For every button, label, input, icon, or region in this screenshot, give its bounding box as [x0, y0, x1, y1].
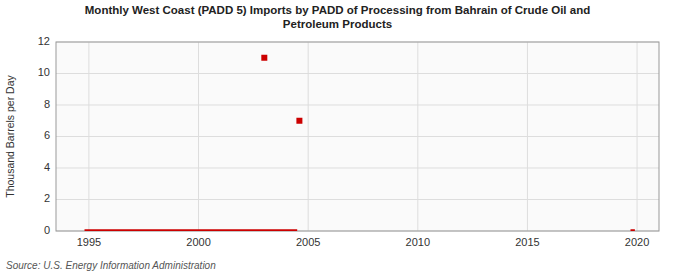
tick-label: 12	[38, 35, 50, 47]
grid-line	[417, 42, 418, 231]
source: Source: U.S. Energy Information Administ…	[6, 260, 216, 271]
data-layer	[85, 55, 635, 231]
tick-label: 2010	[406, 236, 430, 248]
tick-label: 2005	[296, 236, 320, 248]
tick-label: 0	[44, 224, 50, 236]
point	[296, 118, 302, 124]
tick-label: 10	[38, 66, 50, 78]
tick-label: 6	[44, 129, 50, 141]
title: Monthly West Coast (PADD 5) Imports by P…	[85, 4, 590, 30]
plot-frame	[56, 42, 659, 231]
grid-line	[527, 42, 528, 231]
grid-line	[88, 42, 89, 231]
tick-label: 1995	[77, 236, 101, 248]
grid-line	[56, 199, 659, 200]
point	[261, 55, 267, 61]
grid-line	[56, 168, 659, 169]
grid-line	[308, 42, 309, 231]
grid-line	[56, 136, 659, 137]
line	[85, 229, 298, 231]
grid	[56, 42, 659, 231]
grid-line	[198, 42, 199, 231]
grid-line	[637, 42, 638, 231]
tick-label: 4	[44, 161, 50, 173]
grid-line	[56, 73, 659, 74]
grid-line	[56, 105, 659, 106]
tick-label: 2000	[186, 236, 210, 248]
plot-area	[56, 42, 659, 231]
axis-label: Thousand Barrels per Day	[4, 74, 16, 197]
line	[630, 229, 634, 231]
chart: 0 2 4 6 8 10 12 1995 2000 2005 2010 2015 2020 Monthly…	[0, 0, 675, 275]
tick-label: 2	[44, 192, 50, 204]
tick-label: 2020	[625, 236, 649, 248]
tick-label: 8	[44, 98, 50, 110]
tick-label: 2015	[515, 236, 539, 248]
